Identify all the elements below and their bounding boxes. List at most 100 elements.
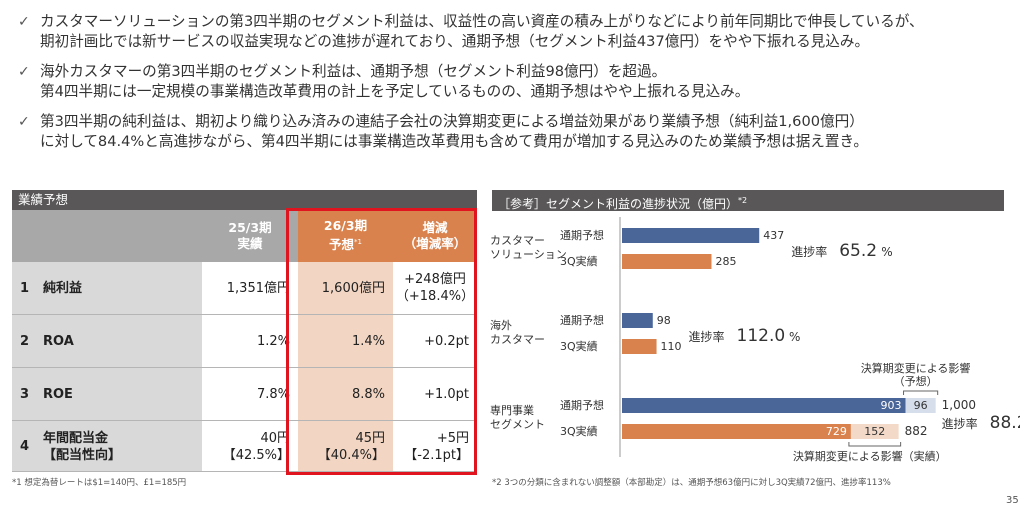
forecast-bar bbox=[622, 313, 653, 328]
row-divider bbox=[12, 314, 477, 315]
row-label: ROE bbox=[37, 368, 202, 420]
header-forecast-label: 予想 bbox=[329, 237, 355, 253]
actual-bar bbox=[622, 424, 851, 439]
header-actual-period: 25/3期 bbox=[228, 220, 272, 235]
forecast-value-label: 98 bbox=[657, 314, 671, 327]
actual-value: 1,351億円 bbox=[202, 262, 298, 314]
check-icon: ✓ bbox=[18, 14, 30, 30]
row-number: 4 bbox=[12, 421, 37, 472]
forecast-dividend: 45円 bbox=[355, 430, 385, 446]
series-label: 通期予想 bbox=[560, 313, 604, 327]
bullet-customer-solutions: ✓ カスタマーソリューションの第3四半期のセグメント利益は、収益性の高い資産の積… bbox=[18, 12, 1018, 52]
forecast-table-title: 業績予想 bbox=[12, 190, 477, 210]
actual-value: 7.8% bbox=[202, 368, 298, 420]
change-rate: （+18.4%） bbox=[395, 289, 475, 304]
bullet-text-line: 期初計画比では新サービスの収益実現などの進捗が遅れており、通期予想（セグメント利… bbox=[40, 33, 870, 50]
series-label: 3Q実績 bbox=[560, 339, 598, 353]
header-forecast-label-wrap: 予想*1 bbox=[329, 234, 362, 253]
page-number: 35 bbox=[1006, 495, 1019, 506]
row-number: 1 bbox=[12, 262, 37, 314]
row-label: 年間配当金 【配当性向】 bbox=[37, 421, 202, 472]
header-actual-label: 実績 bbox=[237, 236, 263, 251]
forecast-effect-label: 96 bbox=[914, 399, 928, 412]
group-label: 専門事業 bbox=[490, 404, 534, 417]
change-value: +248億円 （+18.4%） bbox=[393, 262, 477, 314]
bullet-text-line: 第4四半期には一定規模の事業構造改革費用の計上を予定しているものの、通期予想はや… bbox=[40, 83, 750, 100]
group-label: セグメント bbox=[490, 417, 545, 431]
actual-bar bbox=[622, 339, 657, 354]
row-label-main: 年間配当金 bbox=[43, 430, 109, 446]
progress-label: 進捗率 bbox=[942, 416, 978, 431]
forecast-value-label: 903 bbox=[881, 399, 902, 412]
bullet-text-line: 海外カスタマーの第3四半期のセグメント利益は、通期予想（セグメント利益98億円）… bbox=[40, 63, 667, 80]
actual-value-label: 729 bbox=[826, 425, 847, 438]
header-change: 増減 （増減率） bbox=[393, 210, 477, 262]
series-label: 通期予想 bbox=[560, 398, 604, 412]
forecast-value-label: 437 bbox=[763, 229, 784, 242]
header-change-label: 増減 bbox=[422, 220, 448, 235]
series-label: 3Q実績 bbox=[560, 254, 598, 268]
row-label: 純利益 bbox=[37, 262, 202, 314]
forecast-value: 45円 【40.4%】 bbox=[298, 421, 393, 472]
row-divider bbox=[12, 471, 477, 472]
series-label: 通期予想 bbox=[560, 228, 604, 242]
progress-value: 112.0 bbox=[737, 326, 786, 346]
chart-title: ［参考］セグメント利益の進捗状況（億円）*2 bbox=[492, 190, 1004, 211]
actual-total-label: 882 bbox=[905, 424, 928, 438]
progress-unit: % bbox=[789, 330, 800, 344]
group-label: 海外 bbox=[490, 318, 512, 332]
header-forecast-period: 26/3期 bbox=[323, 218, 368, 234]
change-amount: +248億円 bbox=[404, 272, 466, 287]
header-blank bbox=[12, 210, 202, 262]
forecast-value: 1,600億円 bbox=[298, 262, 393, 314]
actual-bar bbox=[622, 254, 712, 269]
change-value: +0.2pt bbox=[393, 315, 477, 367]
bullet-overseas-customers: ✓ 海外カスタマーの第3四半期のセグメント利益は、通期予想（セグメント利益98億… bbox=[18, 62, 1018, 102]
forecast-table: 25/3期 実績 26/3期 予想*1 増減 （増減率） 1 純利益 1,351… bbox=[12, 210, 477, 472]
progress-value: 88.2 bbox=[990, 413, 1020, 433]
group-label: カスタマー bbox=[490, 234, 545, 247]
forecast-highlight-box bbox=[286, 208, 477, 475]
chart-title-text: ［参考］セグメント利益の進捗状況（億円） bbox=[498, 197, 739, 211]
check-icon: ✓ bbox=[18, 64, 30, 80]
check-icon: ✓ bbox=[18, 114, 30, 130]
header-forecast: 26/3期 予想*1 bbox=[298, 210, 393, 262]
actual-value-label: 285 bbox=[715, 255, 736, 268]
forecast-value: 8.8% bbox=[298, 368, 393, 420]
progress-label: 進捗率 bbox=[689, 329, 725, 344]
row-label: ROA bbox=[37, 315, 202, 367]
annotation-top: 決算期変更による影響 bbox=[861, 361, 971, 375]
bullet-text-line: カスタマーソリューションの第3四半期のセグメント利益は、収益性の高い資産の積み上… bbox=[40, 13, 924, 30]
actual-effect-label: 152 bbox=[864, 425, 885, 438]
actual-value: 40円 【42.5%】 bbox=[202, 421, 298, 472]
forecast-value: 1.4% bbox=[298, 315, 393, 367]
progress-value: 65.2 bbox=[839, 241, 877, 261]
header-actual: 25/3期 実績 bbox=[202, 210, 298, 262]
group-label: ソリューション bbox=[490, 248, 567, 261]
group-label: カスタマー bbox=[490, 333, 545, 346]
actual-dividend: 40円 bbox=[260, 430, 290, 446]
actual-value: 1.2% bbox=[202, 315, 298, 367]
progress-label: 進捗率 bbox=[791, 244, 827, 259]
forecast-effect-bracket bbox=[903, 390, 939, 395]
table-footnote: *1 想定為替レートは$1=140円、£1=185円 bbox=[12, 478, 187, 488]
forecast-effect-bar bbox=[905, 398, 936, 413]
change-value: +5円 【-2.1pt】 bbox=[393, 421, 477, 472]
bullet-text-line: に対して84.4%と高進捗ながら、第4四半期には事業構造改革費用も含めて費用が増… bbox=[40, 133, 868, 150]
annotation-top-sub: （予想） bbox=[894, 374, 938, 388]
bullet-net-income: ✓ 第3四半期の純利益は、期初より織り込み済みの連結子会社の決算期変更による増益… bbox=[18, 112, 1018, 152]
actual-value-label: 110 bbox=[661, 340, 682, 353]
forecast-payout: 【40.4%】 bbox=[317, 447, 385, 463]
change-dividend: +5円 bbox=[436, 430, 469, 446]
chart-footnote: *2 3つの分類に含まれない調整額（本部勘定）は、通期予想63億円に対し3Q実績… bbox=[492, 478, 891, 488]
actual-effect-bracket bbox=[848, 442, 902, 447]
row-number: 3 bbox=[12, 368, 37, 420]
change-payout: 【-2.1pt】 bbox=[404, 447, 469, 463]
header-change-rate: （増減率） bbox=[403, 236, 467, 251]
row-divider bbox=[12, 367, 477, 368]
chart-title-note: *2 bbox=[738, 196, 748, 205]
row-label-sub: 【配当性向】 bbox=[43, 447, 122, 463]
row-number: 2 bbox=[12, 315, 37, 367]
bullet-text-line: 第3四半期の純利益は、期初より織り込み済みの連結子会社の決算期変更による増益効果… bbox=[40, 113, 864, 130]
